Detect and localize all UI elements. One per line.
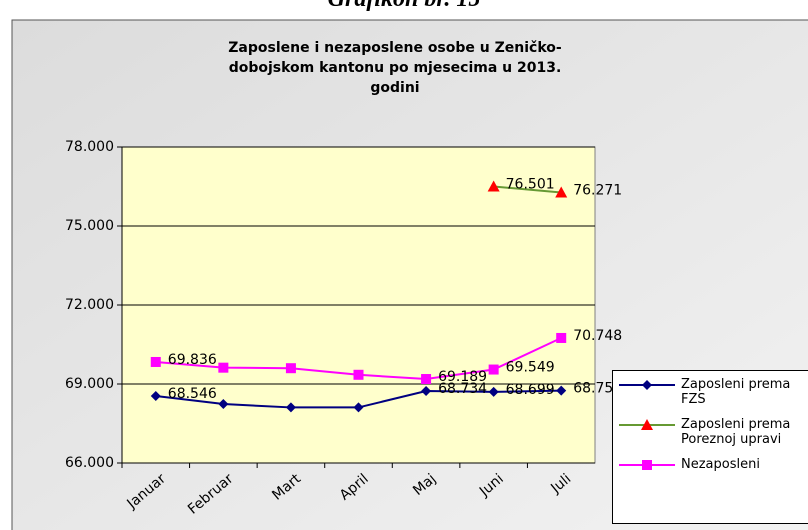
legend-swatch bbox=[619, 460, 675, 470]
data-label: 76.501 bbox=[506, 176, 555, 192]
y-tick-label: 66.000 bbox=[65, 455, 114, 471]
marker bbox=[641, 419, 653, 430]
data-label: 70.748 bbox=[573, 328, 622, 344]
marker bbox=[285, 363, 296, 374]
marker bbox=[421, 374, 432, 385]
data-label: 68.750 bbox=[573, 381, 622, 397]
series-line bbox=[493, 185, 562, 194]
marker bbox=[488, 386, 499, 397]
y-tick-label: 75.000 bbox=[65, 218, 114, 234]
y-tick-label: 78.000 bbox=[65, 139, 114, 155]
data-label: 69.549 bbox=[506, 360, 555, 376]
data-label: 76.271 bbox=[573, 183, 622, 199]
y-tick-label: 72.000 bbox=[65, 297, 114, 313]
legend-item: Nezaposleni bbox=[617, 457, 808, 473]
marker bbox=[556, 332, 567, 343]
marker bbox=[421, 386, 432, 397]
legend-label: Nezaposleni bbox=[681, 457, 760, 472]
page-title: Grafikon br. 15 bbox=[0, 0, 808, 13]
marker bbox=[642, 460, 652, 470]
legend-label: Zaposleni prema FZS bbox=[681, 377, 791, 407]
marker bbox=[555, 186, 568, 198]
y-tick-label: 69.000 bbox=[65, 376, 114, 392]
legend-swatch bbox=[619, 419, 675, 430]
data-label: 68.546 bbox=[168, 386, 217, 402]
legend-item: Zaposleni prema FZS bbox=[617, 377, 808, 407]
marker bbox=[285, 402, 296, 413]
legend-label: Zaposleni prema Poreznoj upravi bbox=[681, 417, 791, 447]
data-label: 69.836 bbox=[168, 352, 217, 368]
marker bbox=[218, 362, 229, 373]
marker bbox=[642, 380, 652, 390]
marker bbox=[353, 402, 364, 413]
legend-swatch bbox=[619, 380, 675, 390]
marker bbox=[353, 369, 364, 380]
legend: Zaposleni prema FZS Zaposleni prema Porez… bbox=[612, 370, 808, 524]
data-label: 69.189 bbox=[438, 369, 487, 385]
marker bbox=[556, 385, 567, 396]
marker bbox=[487, 180, 500, 192]
data-label: 68.734 bbox=[438, 381, 487, 397]
legend-item: Zaposleni prema Poreznoj upravi bbox=[617, 417, 808, 447]
marker bbox=[488, 364, 499, 375]
marker bbox=[150, 390, 161, 401]
marker bbox=[218, 399, 229, 410]
chart-title: Zaposlene i nezaposlene osobe u Zeničko-… bbox=[228, 40, 562, 96]
data-label: 68.699 bbox=[506, 382, 555, 398]
marker bbox=[150, 356, 161, 367]
